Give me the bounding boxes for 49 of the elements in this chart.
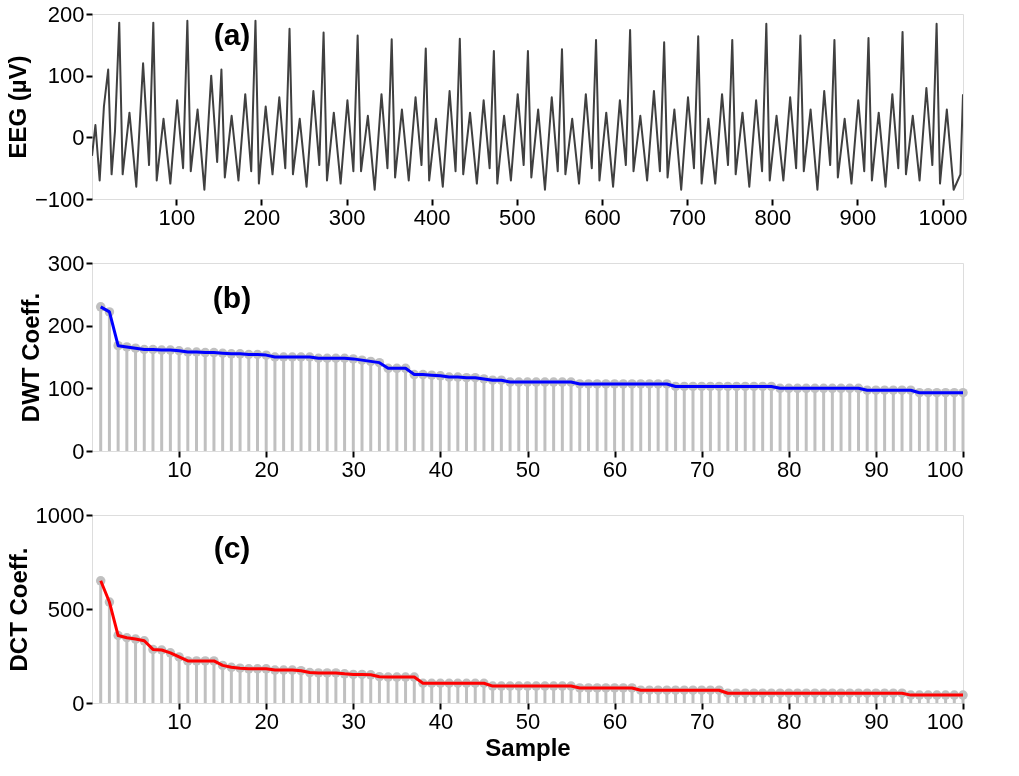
x-tick-label: 500 <box>499 204 536 230</box>
x-tick-label: 200 <box>243 204 281 230</box>
x-tick-label: 10 <box>167 456 192 482</box>
x-tick-label: 30 <box>341 708 367 734</box>
line-series <box>92 19 963 191</box>
x-tick-label: 40 <box>428 456 454 482</box>
y-tick-label: 1000 <box>35 502 85 528</box>
x-tick-label: 50 <box>515 708 541 734</box>
x-tick-label: 30 <box>341 456 367 482</box>
y-tick-label: 0 <box>72 438 85 464</box>
x-tick-label: 100 <box>158 204 196 230</box>
x-tick-label: 60 <box>602 456 628 482</box>
x-tick-label: 20 <box>254 456 279 482</box>
x-tick-label: 300 <box>328 204 366 230</box>
x-tick-label: 900 <box>839 204 877 230</box>
x-tick-label: 50 <box>515 456 541 482</box>
x-tick-label: 80 <box>777 456 802 482</box>
y-tick-label: 200 <box>47 1 85 27</box>
y-axis-title: EEG (µV) <box>3 55 31 159</box>
x-tick-label: 10 <box>167 708 192 734</box>
x-tick-label: 80 <box>777 708 802 734</box>
y-tick-label: 0 <box>72 124 85 150</box>
x-tick-label: 400 <box>413 204 451 230</box>
annotation: (a) <box>213 18 251 51</box>
x-tick-label: 40 <box>428 708 454 734</box>
x-tick-label: 1000 <box>918 204 968 230</box>
y-tick-label: 300 <box>47 250 85 276</box>
x-tick-label: 90 <box>864 708 889 734</box>
y-tick-label: 500 <box>47 596 85 622</box>
y-tick-label: −100 <box>34 186 85 212</box>
x-tick-label: 100 <box>926 456 964 482</box>
x-tick-label: 700 <box>669 204 706 230</box>
y-tick-label: 0 <box>72 690 85 716</box>
x-tick-label: 70 <box>689 708 715 734</box>
y-tick-label: 100 <box>47 63 85 89</box>
x-tick-label: 70 <box>689 456 715 482</box>
annotation: (b) <box>212 281 252 314</box>
x-axis-title: Sample <box>485 733 571 761</box>
y-axis-title: DWT Coeff. <box>16 292 44 423</box>
x-tick-label: 600 <box>584 204 621 230</box>
y-tick-label: 100 <box>47 375 85 401</box>
y-axis-title: DCT Coeff. <box>4 547 32 672</box>
x-tick-label: 800 <box>754 204 792 230</box>
y-tick-label: 200 <box>47 313 85 339</box>
x-tick-label: 90 <box>864 456 889 482</box>
annotation: (c) <box>213 531 251 564</box>
x-tick-label: 60 <box>602 708 628 734</box>
x-tick-label: 20 <box>254 708 279 734</box>
x-tick-label: 100 <box>926 708 964 734</box>
